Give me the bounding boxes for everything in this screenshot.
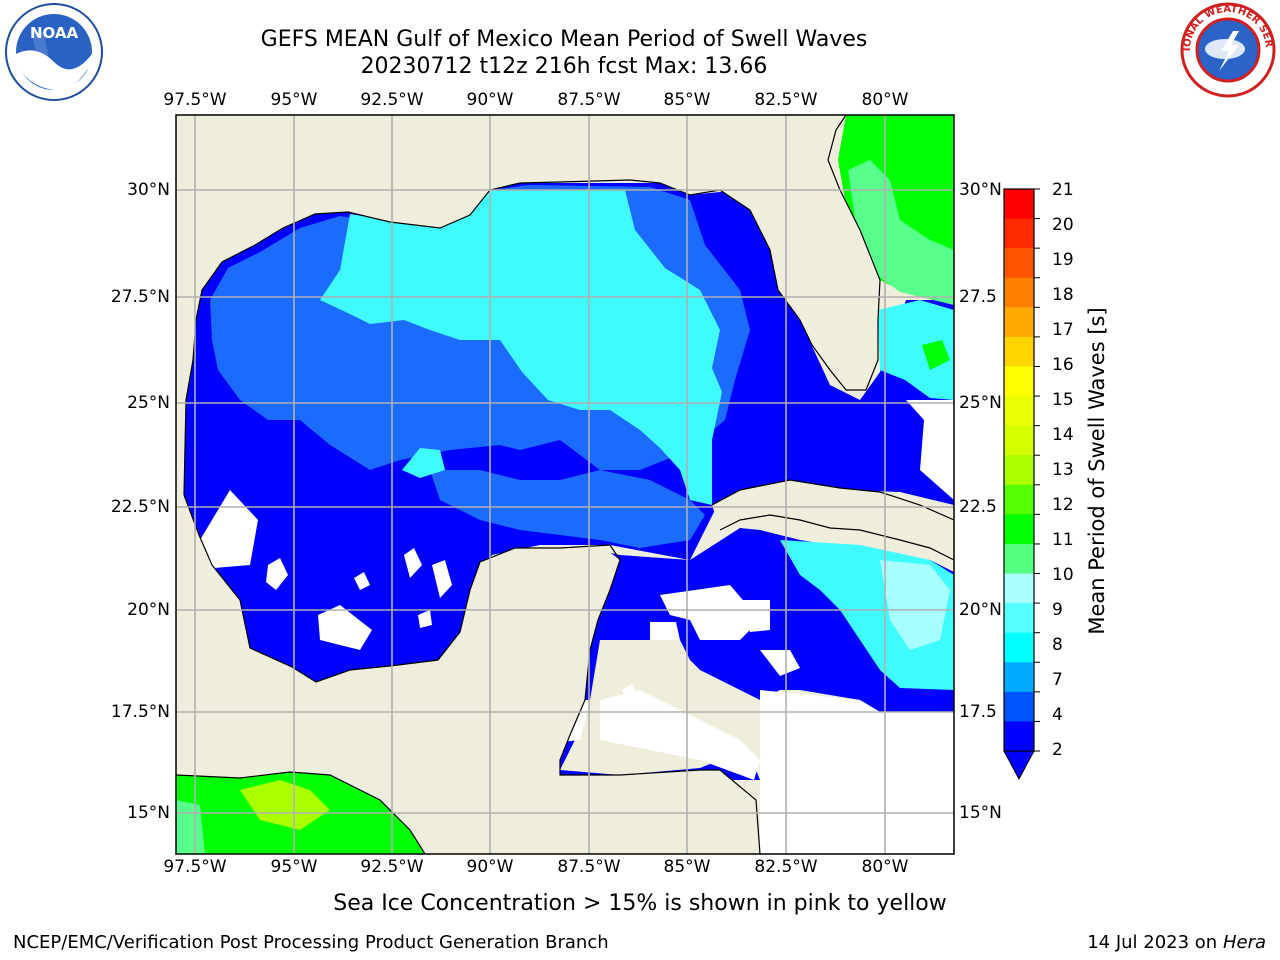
- lon-label-top: 82.5°W: [754, 90, 818, 110]
- map-frame: [175, 114, 955, 855]
- lon-label-top: 87.5°W: [557, 90, 621, 110]
- colorbar-tick-label: 21: [1052, 180, 1074, 200]
- atlantic-swell-10-11s-b: [922, 340, 950, 370]
- nws-logo-icon: NATIONAL WEATHER SERVICE: [1173, 0, 1279, 103]
- footer-credit: NCEP/EMC/Verification Post Processing Pr…: [13, 932, 609, 953]
- lon-label-bottom: 92.5°W: [360, 857, 424, 877]
- gulf-swell-6-8s-sw: [402, 448, 445, 478]
- colorbar-tick-label: 4: [1052, 705, 1063, 725]
- lon-label-bottom: 85°W: [663, 857, 711, 877]
- svg-text:NOAA: NOAA: [30, 24, 79, 42]
- colorbar-swatch: [1004, 425, 1034, 456]
- lat-label-left: 20°N: [127, 600, 170, 620]
- lat-label-left: 30°N: [127, 180, 170, 200]
- colorbar-tick-label: 10: [1052, 565, 1074, 585]
- lat-label-right: 22.5: [959, 497, 997, 517]
- gulf-swell-4-6s-b: [430, 470, 705, 548]
- colorbar-swatch: [1004, 307, 1034, 338]
- noaa-logo-icon: NOAA: [4, 2, 104, 106]
- colorbar-tick-label: 11: [1052, 530, 1074, 550]
- lon-label-top: 90°W: [466, 90, 514, 110]
- atlantic-swell-6-8s: [878, 300, 954, 400]
- lat-label-right: 20°N: [959, 600, 1002, 620]
- colorbar-tick-label: 18: [1052, 285, 1074, 305]
- colorbar-swatch: [1004, 366, 1034, 397]
- colorbar-tick-label: 13: [1052, 460, 1074, 480]
- graticule: [176, 115, 954, 854]
- footer-host: Hera: [1222, 932, 1266, 953]
- colorbar-swatch: [1004, 632, 1034, 663]
- lon-label-bottom: 80°W: [861, 857, 909, 877]
- colorbar-swatch: [1004, 248, 1034, 279]
- lon-label-bottom: 95°W: [270, 857, 318, 877]
- lon-label-top: 95°W: [270, 90, 318, 110]
- colorbar-tick-label: 8: [1052, 635, 1063, 655]
- lat-label-left: 25°N: [127, 393, 170, 413]
- colorbar-title: Mean Period of Swell Waves [s]: [1085, 307, 1109, 635]
- lat-label-right: 25°N: [959, 393, 1002, 413]
- lon-label-bottom: 87.5°W: [557, 857, 621, 877]
- sea-ice-note: Sea Ice Concentration > 15% is shown in …: [333, 891, 947, 916]
- coastlines: [176, 115, 954, 854]
- lon-label-bottom: 82.5°W: [754, 857, 818, 877]
- colorbar-tick-label: 16: [1052, 355, 1074, 375]
- colorbar-swatch: [1004, 721, 1034, 752]
- colorbar-tick-label: 12: [1052, 495, 1074, 515]
- us-coast-land: [176, 115, 880, 495]
- colorbar-frame: [1003, 188, 1035, 752]
- colorbar-tick-label: 15: [1052, 390, 1074, 410]
- colorbar-tick-label: 2: [1052, 740, 1063, 760]
- colorbar-swatch: [1004, 543, 1034, 575]
- caribbean-swell-8-9s: [880, 560, 950, 650]
- colorbar-swatch: [1004, 218, 1034, 249]
- colorbar-tick-label: 14: [1052, 425, 1074, 445]
- colorbar: [1003, 188, 1040, 781]
- chart-subtitle: 20230712 t12z 216h fcst Max: 13.66: [360, 54, 768, 79]
- colorbar-tick-label: 17: [1052, 320, 1074, 340]
- colorbar-swatch: [1004, 662, 1034, 693]
- chart-title: GEFS MEAN Gulf of Mexico Mean Period of …: [260, 27, 868, 52]
- cuba-land: [712, 480, 954, 560]
- colorbar-swatch: [1004, 336, 1034, 367]
- colorbar-tick-label: 20: [1052, 215, 1074, 235]
- colorbar-swatch: [1004, 603, 1034, 634]
- colorbar-swatch: [1004, 573, 1034, 604]
- lat-label-right: 27.5: [959, 287, 997, 307]
- footer-date-text: 14 Jul 2023 on: [1087, 932, 1223, 953]
- colorbar-swatch: [1004, 455, 1034, 486]
- lon-label-bottom: 90°W: [466, 857, 514, 877]
- lon-label-top: 97.5°W: [163, 90, 227, 110]
- colorbar-swatch: [1004, 277, 1034, 308]
- lat-label-left: 15°N: [127, 803, 170, 823]
- colorbar-extend-arrow: [1003, 750, 1035, 781]
- colorbar-swatch: [1004, 396, 1034, 427]
- lat-label-right: 17.5: [959, 702, 997, 722]
- lat-label-left: 27.5°N: [110, 287, 170, 307]
- lat-label-right: 30°N: [959, 180, 1002, 200]
- pacific-swell-12-13s: [240, 780, 330, 830]
- lat-label-left: 22.5°N: [110, 497, 170, 517]
- colorbar-swatch: [1004, 691, 1034, 722]
- gulf-swell-6-8s: [320, 190, 722, 505]
- lon-label-top: 92.5°W: [360, 90, 424, 110]
- map-field: [176, 115, 954, 854]
- colorbar-swatch: [1004, 514, 1034, 545]
- lon-label-top: 85°W: [663, 90, 711, 110]
- colorbar-swatch: [1004, 484, 1034, 515]
- lat-label-left: 17.5°N: [110, 702, 170, 722]
- lat-label-right: 15°N: [959, 803, 1002, 823]
- colorbar-tick-label: 7: [1052, 670, 1063, 690]
- colorbar-tick-label: 19: [1052, 250, 1074, 270]
- lon-label-bottom: 97.5°W: [163, 857, 227, 877]
- colorbar-tick-label: 9: [1052, 600, 1063, 620]
- footer-date: 14 Jul 2023 on Hera: [1087, 932, 1266, 953]
- lon-label-top: 80°W: [861, 90, 909, 110]
- colorbar-swatch: [1004, 189, 1034, 220]
